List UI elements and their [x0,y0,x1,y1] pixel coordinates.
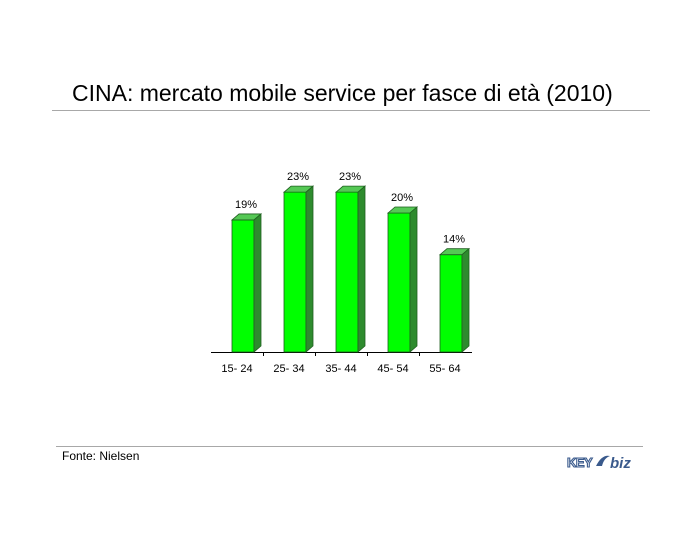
bar-2 [283,191,307,353]
x-tick-label-5: 55- 64 [429,363,460,375]
data-label-4: 20% [391,192,413,204]
data-label-3: 23% [339,171,361,183]
x-tick-label-3: 35- 44 [325,363,356,375]
bar-1 [231,219,255,353]
data-label-5: 14% [443,234,465,246]
page-title: CINA: mercato mobile service per fasce d… [72,80,613,106]
x-tick-label-1: 15- 24 [221,363,252,375]
footer-divider [56,446,643,447]
bar-1-side [253,213,262,353]
title-divider [52,110,650,111]
bar-5-side [461,247,470,353]
data-label-1: 19% [235,199,257,211]
bar-4 [387,212,411,353]
source-note: Fonte: Nielsen [62,449,140,463]
x-tick-label-2: 25- 34 [273,363,304,375]
bar-4-side [409,206,418,353]
logo-key-text: KEY [567,455,593,470]
bar-2-side [305,185,314,353]
bar-5 [439,254,463,353]
logo-biz-text: biz [610,455,631,472]
bar-3-side [357,185,366,353]
data-label-2: 23% [287,171,309,183]
key4biz-logo: KEY biz [566,454,631,472]
bar-3 [335,191,359,353]
x-tick-label-4: 45- 54 [377,363,408,375]
logo-swoosh-icon [596,455,610,466]
